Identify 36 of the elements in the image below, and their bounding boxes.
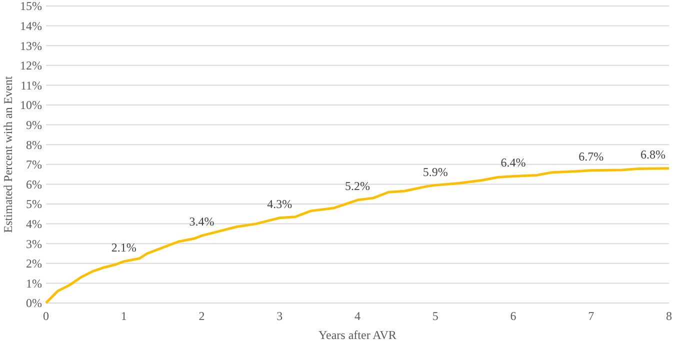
x-tick-label: 7: [588, 309, 594, 323]
annotation: 6.4%: [500, 155, 526, 170]
y-tick-label: 4%: [26, 217, 42, 231]
y-tick-label: 1%: [26, 276, 42, 290]
x-tick-label: 1: [120, 309, 127, 323]
x-tick-label: 2: [198, 309, 205, 323]
y-tick-label: 6%: [26, 177, 42, 192]
y-tick-label: 14%: [20, 19, 42, 33]
x-tick-label: 5: [432, 309, 438, 323]
x-tick-label: 3: [276, 309, 283, 323]
annotation: 5.2%: [345, 179, 370, 194]
x-tick-label: 8: [666, 309, 672, 323]
y-tick-label: 7%: [26, 158, 42, 172]
annotation: 6.8%: [640, 147, 666, 162]
y-tick-label: 11%: [20, 78, 42, 92]
x-tick-label: 6: [510, 309, 516, 323]
y-tick-label: 15%: [20, 0, 42, 14]
y-tick-label: 9%: [26, 118, 42, 132]
y-tick-label: 0%: [26, 296, 42, 310]
annotation: 5.9%: [422, 165, 448, 180]
x-tick-label: 4: [354, 309, 360, 323]
x-axis-title: Years after AVR: [318, 328, 396, 342]
y-tick-label: 12%: [20, 58, 42, 73]
y-tick-label: 8%: [26, 138, 42, 152]
x-tick-label: 0: [43, 309, 49, 323]
y-tick-label: 3%: [26, 236, 42, 251]
y-tick-label: 5%: [26, 197, 42, 212]
annotation: 4.3%: [267, 196, 292, 211]
y-tick-label: 13%: [20, 38, 42, 53]
annotation: 2.1%: [111, 240, 136, 254]
y-tick-label: 10%: [20, 98, 42, 112]
y-axis-title: Estimated Percent with an Event: [1, 76, 15, 233]
line-series: [44, 167, 670, 304]
annotation: 6.7%: [578, 149, 604, 164]
annotation: 3.4%: [189, 214, 214, 229]
y-tick-label: 2%: [26, 256, 42, 271]
